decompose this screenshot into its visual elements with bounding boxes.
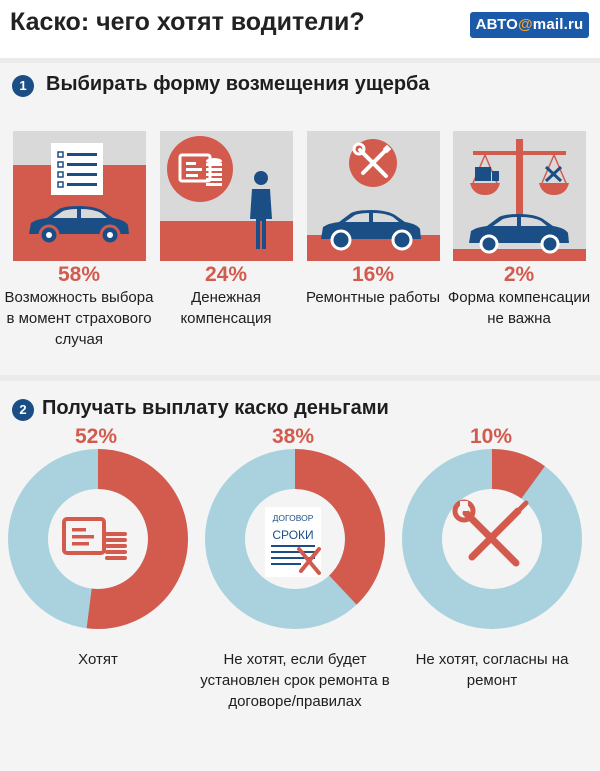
bar-value-label: 16% bbox=[351, 263, 395, 286]
money-icon bbox=[62, 517, 127, 560]
slice-value-label: 10% bbox=[469, 425, 513, 448]
bar-category-label: Форма компенсации не важна bbox=[447, 289, 591, 327]
logo-at: @ bbox=[517, 16, 533, 33]
wrench-car-icon bbox=[321, 139, 421, 251]
section-cash-payment: 2 Получать выплату каско деньгами 52% Хо… bbox=[0, 381, 600, 771]
doc-text-contract: ДОГОВОР bbox=[273, 513, 314, 523]
scales-car-icon bbox=[469, 139, 569, 254]
donut-chart bbox=[8, 449, 188, 629]
doc-text-terms: СРОКИ bbox=[272, 528, 313, 542]
money-person-icon bbox=[167, 136, 272, 249]
section-number: 2 bbox=[12, 399, 34, 421]
bar-card-any bbox=[453, 131, 586, 261]
bar-value-label: 24% bbox=[204, 263, 248, 286]
bar-card-choice bbox=[13, 131, 146, 261]
logo-prefix: АВТО bbox=[475, 16, 518, 33]
slice-value-label: 52% bbox=[74, 425, 118, 448]
bar-fill bbox=[160, 221, 293, 261]
donut-slice bbox=[205, 449, 385, 629]
slice-category-label: Не хотят, если будет установлен срок рем… bbox=[200, 651, 390, 710]
section-damage-form: 1 Выбирать форму возмещения ущерба 58% В… bbox=[0, 63, 600, 375]
bar-value-label: 58% bbox=[57, 263, 101, 286]
donut-slice bbox=[8, 449, 188, 629]
bar-category-label: Денежная компенсация bbox=[180, 289, 272, 327]
slice-category-label: Не хотят, согласны на ремонт bbox=[415, 651, 569, 689]
slice-category-label: Хотят bbox=[78, 651, 118, 668]
checklist-car-icon bbox=[29, 143, 129, 246]
brand-logo[interactable]: АВТО@mail.ru bbox=[470, 12, 589, 38]
header: Каско: чего хотят водители? АВТО@mail.ru bbox=[0, 0, 600, 58]
page-title: Каско: чего хотят водители? bbox=[10, 8, 365, 36]
slice-value-label: 38% bbox=[271, 425, 315, 448]
bar-card-money bbox=[160, 131, 293, 261]
donut-chart: ДОГОВОР СРОКИ bbox=[205, 449, 385, 629]
bar-category-label: Ремонтные работы bbox=[305, 289, 440, 306]
bar-category-label: Возможность выбора в момент страхового с… bbox=[4, 289, 154, 348]
bar-value-label: 2% bbox=[503, 263, 535, 286]
section-title: Выбирать форму возмещения ущерба bbox=[46, 73, 430, 95]
bar-card-repair bbox=[307, 131, 440, 261]
section-title: Получать выплату каско деньгами bbox=[42, 397, 389, 419]
logo-suffix: mail.ru bbox=[532, 16, 584, 33]
section-number: 1 bbox=[12, 75, 34, 97]
wrench-screwdriver-icon bbox=[452, 499, 529, 567]
donut-chart bbox=[402, 449, 582, 629]
donut-slice bbox=[402, 449, 582, 629]
contract-tools-icon: ДОГОВОР СРОКИ bbox=[265, 507, 321, 577]
